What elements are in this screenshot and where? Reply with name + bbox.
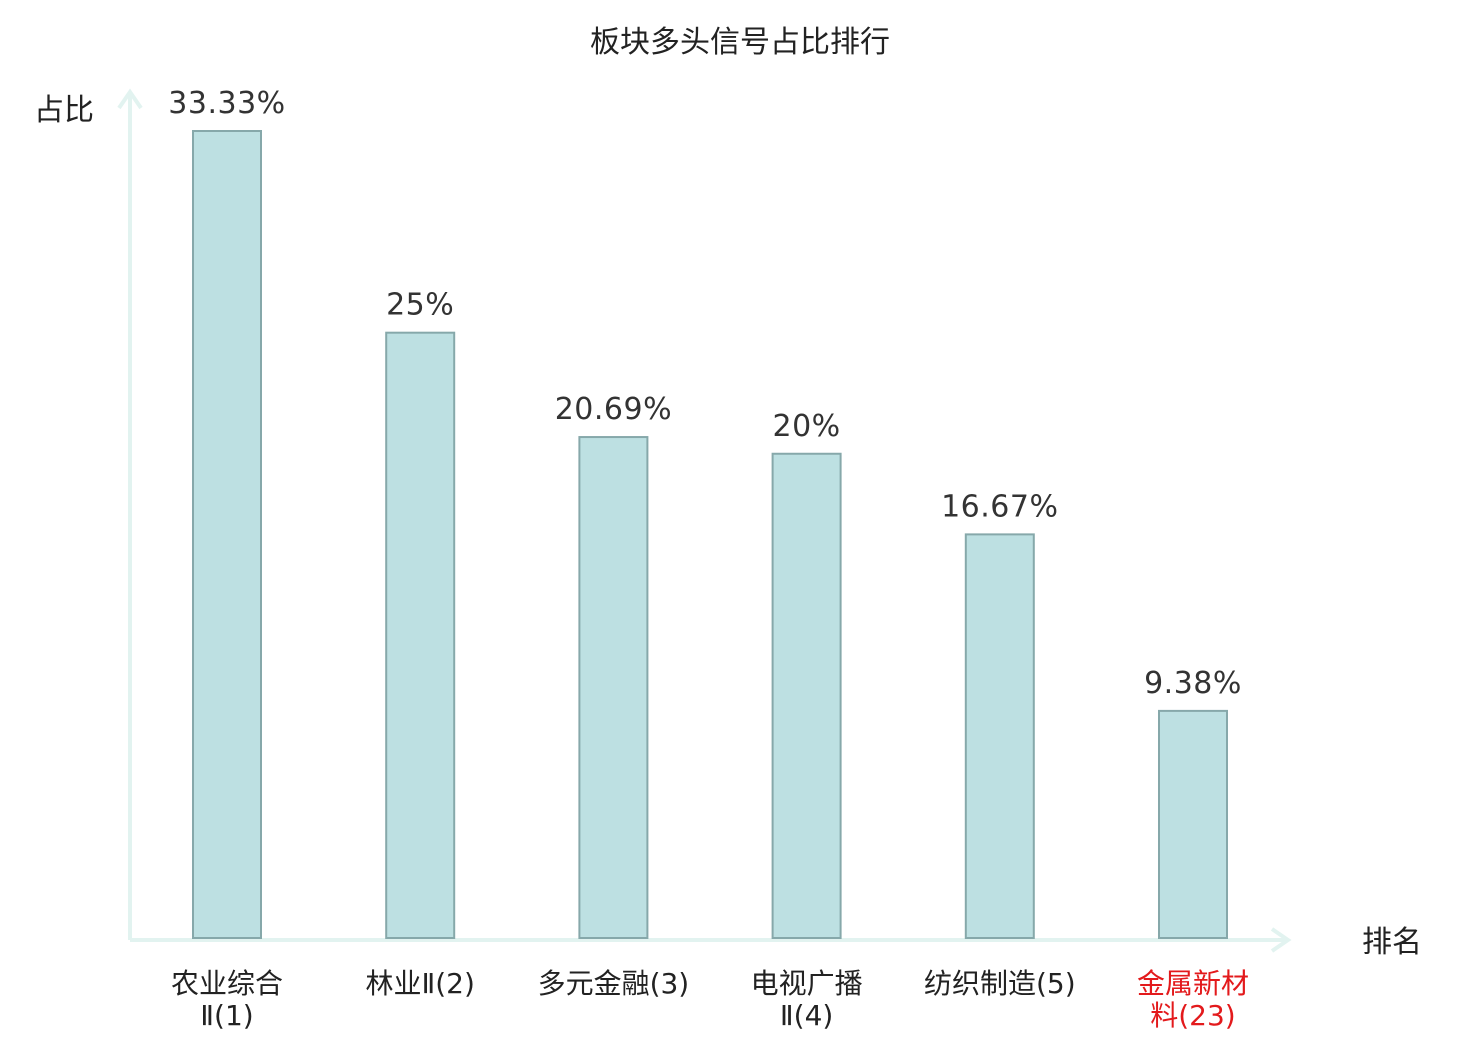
value-label-2: 25% [386, 288, 454, 323]
value-label-4: 20% [773, 409, 841, 444]
bar-3 [578, 436, 649, 939]
y-axis-arrow [117, 88, 143, 110]
category-label-1-line-2: Ⅱ(1) [200, 999, 253, 1032]
bar-2 [385, 331, 456, 940]
x-axis-label: 排名 [1362, 925, 1422, 960]
value-label-5: 16.67% [941, 489, 1058, 524]
category-label-2: 林业Ⅱ(2) [365, 967, 474, 1000]
y-axis-label: 占比 [34, 93, 94, 128]
axes [117, 88, 1292, 953]
category-label-3: 多元金融(3) [538, 967, 690, 1000]
category-label-6-line-1: 金属新材 [1137, 967, 1249, 1000]
category-label-5: 纺织制造(5) [924, 967, 1076, 1000]
category-label-6-line-2: 料(23) [1150, 999, 1235, 1032]
value-label-1: 33.33% [168, 86, 285, 121]
bars-group [192, 130, 1228, 940]
category-label-1-line-1: 农业综合 [171, 967, 283, 1000]
category-label-4-line-1: 电视广播 [751, 967, 863, 1000]
bar-6 [1158, 709, 1228, 940]
bar-1 [192, 130, 262, 939]
x-axis-arrow [1270, 927, 1292, 953]
chart-title: 板块多头信号占比排行 [590, 25, 890, 60]
value-label-6: 9.38% [1144, 666, 1242, 701]
category-label-4-line-2: Ⅱ(4) [780, 999, 833, 1032]
value-label-3: 20.69% [555, 392, 672, 427]
bar-5 [964, 533, 1035, 940]
value-labels-group: 33.33% 25% 20.69% 20% 16.67% 9.38% [168, 86, 1242, 701]
bar-4 [771, 452, 842, 939]
